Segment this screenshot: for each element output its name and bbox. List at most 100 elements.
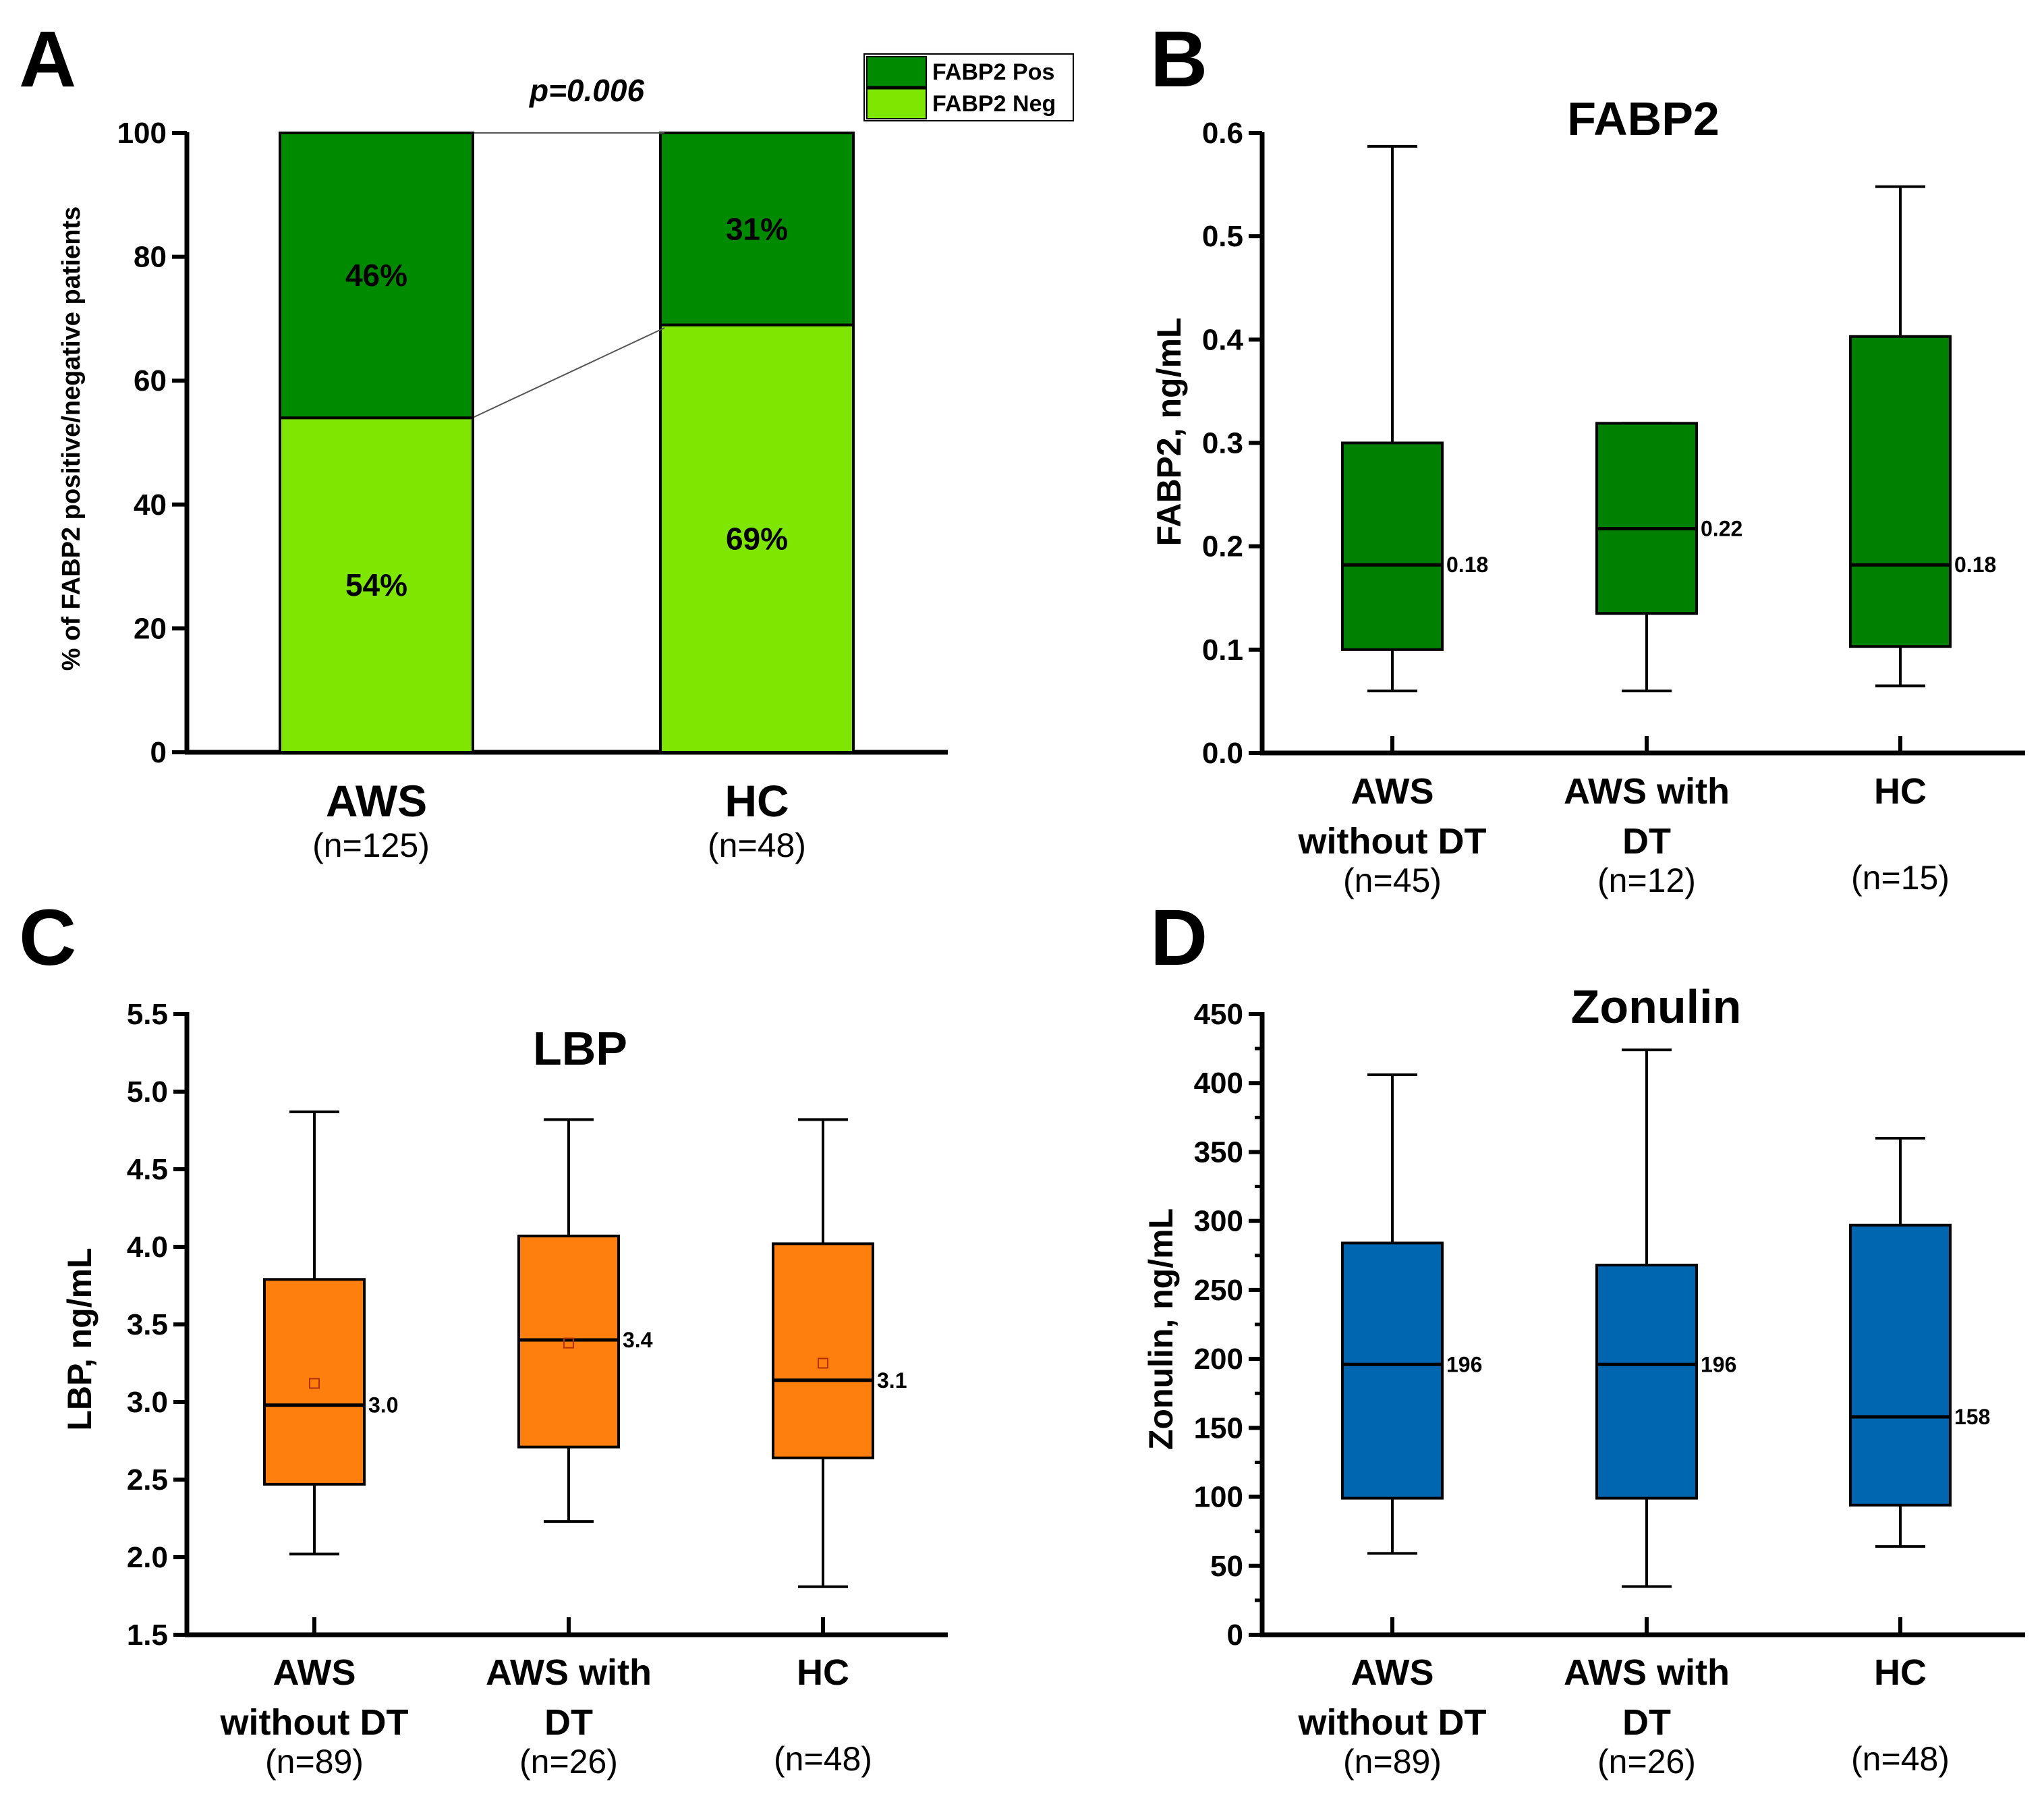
y-tick-label-d: 350	[1194, 1136, 1243, 1169]
category-label-line1: AWS	[1351, 771, 1433, 812]
median-label: 0.18	[1446, 553, 1488, 577]
category-label-line1: AWS with	[1564, 771, 1730, 812]
y-tick-label-a: 60	[134, 364, 167, 397]
y-tick-label-a: 40	[134, 488, 167, 522]
bar-value-label: 54%	[345, 567, 407, 602]
y-tick-label-b: 0.2	[1202, 530, 1243, 563]
category-label-line1: AWS with	[486, 1652, 652, 1693]
bar-segment	[659, 323, 855, 754]
mean-marker	[309, 1378, 320, 1389]
y-axis-label-a: % of FABP2 positive/negative patients	[57, 206, 86, 671]
category-n: (n=89)	[265, 1743, 364, 1781]
category-n: (n=26)	[519, 1743, 618, 1781]
y-axis-label-d: Zonulin, ng/mL	[1142, 1208, 1180, 1450]
category-label-line1: HC	[1874, 1652, 1927, 1693]
box-c-1: 3.4	[517, 1118, 653, 1523]
median-label: 196	[1446, 1352, 1482, 1376]
y-tick-label-c: 3.5	[127, 1308, 168, 1341]
category-label-line1: HC	[1874, 771, 1927, 812]
category-n-hc: (n=48)	[708, 826, 806, 864]
category-n-aws: (n=125)	[312, 826, 430, 864]
y-tick-label-d: 100	[1194, 1481, 1243, 1514]
legend-label-pos: FABP2 Pos	[932, 59, 1054, 85]
y-tick-label-a: 0	[150, 736, 167, 769]
category-label-line1: HC	[797, 1652, 849, 1693]
category-label-line2: without DT	[220, 1702, 409, 1743]
median-label: 3.0	[368, 1393, 398, 1418]
y-tick-label-c: 3.0	[127, 1386, 168, 1419]
y-tick-label-d: 150	[1194, 1411, 1243, 1445]
bar-segment	[659, 132, 855, 327]
category-n: (n=89)	[1343, 1743, 1442, 1781]
y-tick-label-a: 80	[134, 241, 167, 274]
bar-segment	[279, 416, 474, 754]
legend-swatch-neg	[866, 87, 927, 119]
y-tick-label-c: 4.5	[127, 1153, 168, 1186]
category-label-line2: without DT	[1298, 821, 1487, 862]
box-b-0: 0.18	[1341, 144, 1488, 693]
median-label: 3.1	[877, 1368, 907, 1393]
box-d-2: 158	[1849, 1137, 1990, 1548]
median-label: 3.4	[623, 1328, 653, 1352]
category-label-line2: DT	[544, 1702, 593, 1743]
category-label-line1: AWS	[273, 1652, 356, 1693]
category-n: (n=26)	[1597, 1743, 1696, 1781]
connector-line-mid	[474, 327, 665, 418]
category-label-line1: AWS with	[1564, 1652, 1730, 1693]
panel-letter-c: C	[19, 893, 76, 982]
category-n: (n=48)	[1851, 1740, 1950, 1778]
median-label: 0.18	[1954, 553, 1996, 577]
chart-title-c: LBP	[533, 1022, 627, 1075]
y-tick-label-d: 0	[1227, 1619, 1243, 1652]
y-tick-label-d: 50	[1210, 1550, 1243, 1583]
p-value: p=0.006	[528, 73, 644, 108]
y-tick-label-d: 250	[1194, 1274, 1243, 1307]
median-label: 158	[1954, 1405, 1990, 1429]
bar-value-label: 46%	[345, 258, 407, 293]
category-label-line2: without DT	[1298, 1702, 1487, 1743]
box-iqr	[1341, 441, 1444, 651]
box-d-1: 196	[1595, 1048, 1736, 1588]
category-n: (n=48)	[774, 1740, 872, 1778]
box-iqr	[1849, 1223, 1952, 1507]
box-iqr	[772, 1242, 874, 1459]
y-axis-label-c: LBP, ng/mL	[61, 1248, 98, 1430]
chart-d: Zonulin Zonulin, ng/mL 0 50 100 150 200 250 30…	[1142, 980, 2025, 1781]
y-tick-label-d: 200	[1194, 1343, 1243, 1376]
box-iqr	[1849, 335, 1952, 648]
y-tick-label-b: 0.6	[1202, 117, 1243, 150]
y-tick-label-c: 2.0	[127, 1541, 168, 1574]
chart-c: LBP LBP, ng/mL 1.5 2.0 2.5 3.0 3.5 4.0 4.5 5.0 5…	[61, 998, 948, 1781]
y-tick-label-a: 20	[134, 612, 167, 645]
box-iqr	[1595, 422, 1698, 615]
legend: FABP2 Pos FABP2 Neg	[863, 53, 1074, 121]
category-label-hc: HC	[725, 776, 789, 826]
y-tick-label-c: 2.5	[127, 1463, 168, 1496]
category-n: (n=12)	[1597, 862, 1696, 899]
y-tick-label-c: 5.5	[127, 998, 168, 1031]
category-label-line2: DT	[1622, 1702, 1671, 1743]
box-iqr	[1341, 1241, 1444, 1500]
panel-letter-d: D	[1150, 893, 1208, 982]
y-tick-label-d: 450	[1194, 998, 1243, 1031]
y-tick-label-a: 100	[117, 117, 167, 150]
bar-segment	[279, 132, 474, 420]
y-tick-label-b: 0.3	[1202, 427, 1243, 460]
legend-label-neg: FABP2 Neg	[932, 91, 1056, 117]
box-iqr	[263, 1278, 366, 1486]
y-tick-label-b: 0.5	[1202, 220, 1243, 253]
box-iqr	[1595, 1264, 1698, 1500]
median-label: 196	[1701, 1352, 1736, 1376]
panel-letter-a: A	[19, 15, 76, 104]
category-label-line2: DT	[1622, 821, 1671, 862]
box-d-0: 196	[1341, 1073, 1482, 1555]
bar-value-label: 69%	[726, 521, 788, 556]
median-label: 0.22	[1701, 517, 1742, 541]
category-n: (n=45)	[1343, 862, 1442, 899]
y-axis-label-b: FABP2, ng/mL	[1150, 318, 1188, 546]
y-tick-label-c: 5.0	[127, 1075, 168, 1109]
panel-letter-b: B	[1150, 15, 1208, 104]
category-n: (n=15)	[1851, 859, 1950, 897]
category-label-line1: AWS	[1351, 1652, 1433, 1693]
